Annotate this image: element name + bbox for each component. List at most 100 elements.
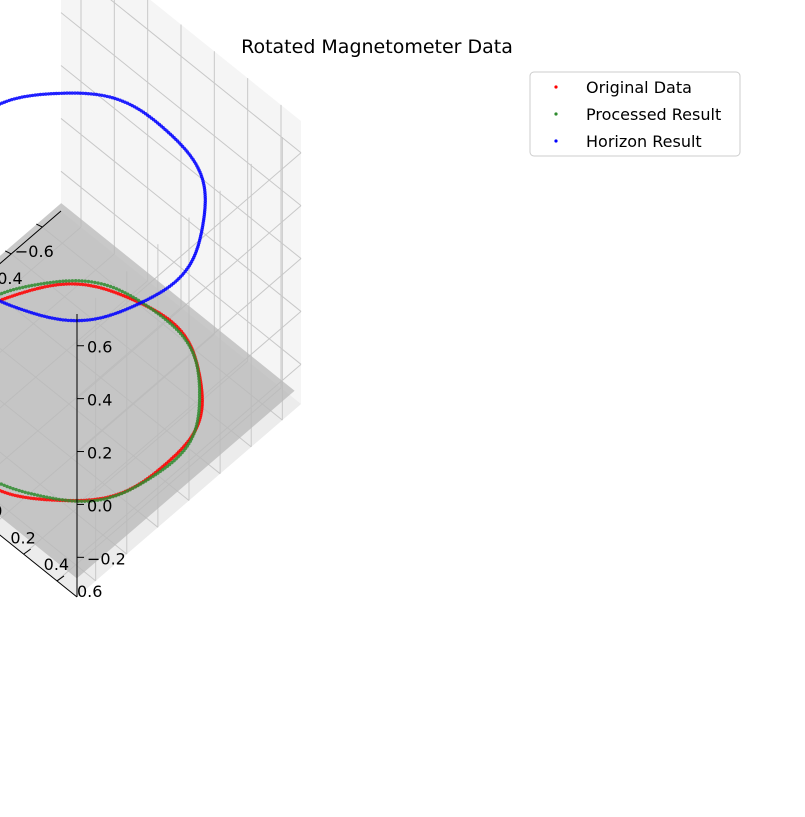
data-point xyxy=(193,356,197,360)
data-point xyxy=(194,424,199,428)
data-point xyxy=(190,348,194,352)
data-point xyxy=(0,482,3,486)
data-point xyxy=(0,102,2,106)
data-point xyxy=(38,494,43,498)
data-point xyxy=(52,91,56,96)
legend-marker xyxy=(554,85,558,89)
data-point xyxy=(98,316,103,320)
data-point xyxy=(167,462,172,467)
data-point xyxy=(46,92,51,96)
y-tick-label: 0.6 xyxy=(77,582,102,601)
data-point xyxy=(64,282,69,286)
data-point xyxy=(48,280,52,285)
data-point xyxy=(33,283,37,287)
data-point xyxy=(108,495,112,500)
data-point xyxy=(154,310,158,314)
data-points xyxy=(0,91,207,503)
x-tick-label: −0.4 xyxy=(0,269,23,288)
data-point xyxy=(39,497,44,501)
data-point xyxy=(31,496,36,501)
data-point xyxy=(73,282,77,286)
data-point xyxy=(36,282,40,287)
data-point xyxy=(146,305,151,309)
legend-item: Processed Result xyxy=(554,105,721,124)
data-point xyxy=(163,317,168,321)
data-point xyxy=(195,419,200,423)
data-point xyxy=(2,483,6,487)
data-point xyxy=(153,473,158,477)
data-point xyxy=(73,499,77,503)
data-point xyxy=(47,315,52,320)
data-point xyxy=(110,96,115,100)
data-point xyxy=(111,285,116,290)
data-point xyxy=(197,382,202,386)
plane-surface xyxy=(0,203,295,579)
data-point xyxy=(192,353,196,357)
axis-lines xyxy=(0,210,78,598)
data-point xyxy=(40,314,44,318)
data-point xyxy=(194,358,198,363)
data-point xyxy=(89,499,94,503)
data-point xyxy=(88,318,92,322)
data-point xyxy=(70,282,74,286)
y-tick-mark xyxy=(23,548,31,555)
data-point xyxy=(50,316,54,320)
data-point xyxy=(197,406,201,410)
data-point xyxy=(136,298,141,302)
data-point xyxy=(80,318,84,323)
data-point xyxy=(188,345,193,350)
data-point xyxy=(120,289,124,294)
data-point xyxy=(86,92,91,96)
data-point xyxy=(156,312,160,316)
data-point xyxy=(76,499,81,503)
data-point xyxy=(95,498,100,502)
data-point xyxy=(78,282,82,286)
data-point xyxy=(5,484,9,489)
data-point xyxy=(0,293,1,296)
data-point xyxy=(23,490,27,494)
data-point xyxy=(70,499,74,503)
data-point xyxy=(26,496,30,500)
legend: Original Data Processed Result Horizon Res… xyxy=(529,71,741,157)
data-point xyxy=(197,398,202,402)
data-point xyxy=(123,291,127,295)
data-point xyxy=(70,91,75,95)
grid-z-left xyxy=(60,12,302,207)
data-point xyxy=(13,493,17,498)
data-point xyxy=(86,279,91,284)
data-point xyxy=(163,466,167,470)
data-point xyxy=(0,291,4,296)
data-point xyxy=(75,282,80,286)
data-point xyxy=(197,390,202,394)
data-point xyxy=(197,385,202,389)
data-point xyxy=(63,318,68,322)
data-point xyxy=(156,471,160,475)
data-point xyxy=(54,283,58,287)
data-point xyxy=(35,286,40,291)
data-point xyxy=(54,91,59,96)
data-point xyxy=(17,96,22,100)
data-point xyxy=(25,94,30,98)
legend-item: Horizon Result xyxy=(554,132,702,151)
data-point xyxy=(91,284,96,288)
data-point xyxy=(114,287,119,291)
data-point xyxy=(76,91,80,95)
data-point xyxy=(17,488,21,493)
data-point xyxy=(21,285,25,290)
data-point xyxy=(51,496,55,500)
data-point xyxy=(10,493,15,497)
data-point xyxy=(14,487,18,492)
legend-marker xyxy=(554,112,558,116)
data-point xyxy=(102,282,107,287)
data-point xyxy=(193,429,197,434)
data-point xyxy=(32,311,36,316)
data-point xyxy=(148,476,153,480)
data-point xyxy=(66,318,71,323)
data-point xyxy=(44,92,48,96)
data-point xyxy=(35,493,40,497)
data-point xyxy=(178,453,182,457)
data-point xyxy=(48,284,53,288)
data-point xyxy=(102,94,107,98)
data-point xyxy=(51,280,56,284)
grid-z-left xyxy=(60,65,302,259)
